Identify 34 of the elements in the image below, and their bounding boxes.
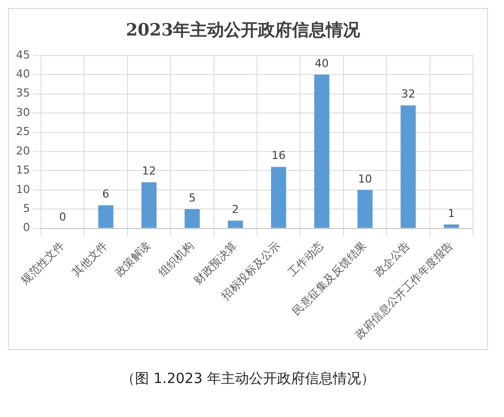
bar	[98, 205, 114, 228]
data-label: 16	[272, 149, 286, 162]
y-tick-label: 40	[16, 67, 30, 80]
data-label: 1	[448, 206, 455, 220]
y-tick-label: 25	[16, 125, 30, 138]
bar	[357, 190, 373, 228]
bar	[314, 74, 330, 228]
data-label: 10	[358, 172, 372, 186]
y-tick-label: 5	[22, 202, 30, 215]
bar	[228, 220, 243, 228]
data-label: 40	[314, 56, 329, 70]
y-tick-label: 0	[22, 221, 30, 234]
data-label: 6	[102, 188, 110, 201]
text: （图 1.2023 年主动公开政府信息情况）	[120, 370, 376, 388]
data-label: 32	[401, 88, 416, 101]
data-label: 2	[232, 203, 239, 216]
x-tick-label: 政策解读	[112, 238, 154, 280]
y-tick-label: 30	[16, 106, 30, 119]
y-tick-label: 10	[16, 182, 30, 196]
bar	[184, 209, 200, 228]
chart-title: 2023年主动公开政府信息情况	[126, 20, 362, 41]
data-label: 0	[59, 210, 66, 224]
data-label: 12	[142, 164, 156, 178]
x-tick-label: 其他文件	[70, 238, 110, 280]
y-tick-label: 15	[16, 164, 30, 177]
y-tick-label: 45	[16, 48, 30, 62]
y-tick-label: 20	[16, 144, 30, 158]
data-label: 5	[188, 191, 196, 204]
x-tick-label: 规范性文件	[18, 238, 67, 288]
bar	[141, 182, 157, 228]
y-tick-label: 35	[16, 86, 30, 100]
bar	[400, 105, 416, 228]
bar	[271, 166, 286, 228]
bar	[444, 224, 459, 228]
